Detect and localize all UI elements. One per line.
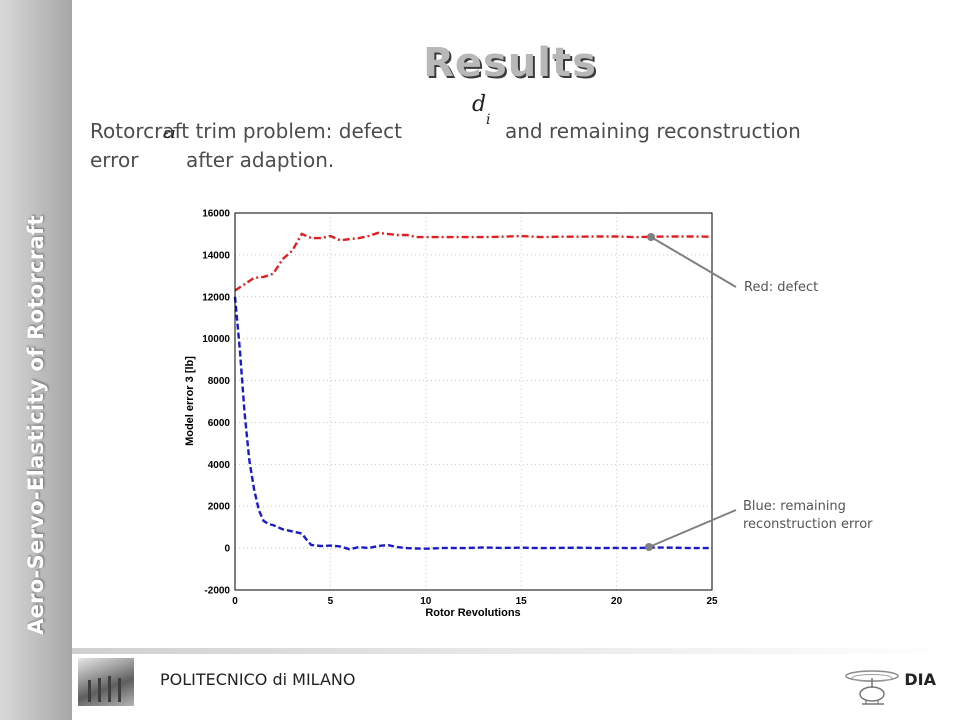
subtitle-text-2-head: error [90,148,139,172]
x-tick-label: 15 [516,596,528,607]
annotation-leader-red [650,236,737,288]
subtitle-text-2-tail: after adaption. [186,148,335,172]
subtitle-line-1: Rotorcraft trim problem: defect [90,119,402,143]
y-tick-label: 6000 [208,418,231,429]
footer-department: DIA [904,670,936,689]
series-line-defect [234,231,713,292]
x-tick-label: 25 [706,596,718,607]
y-tick-label: -2000 [204,586,230,597]
y-tick-label: 8000 [208,376,231,387]
subtitle-text-1: Rotorcraft trim problem: defect [90,119,402,143]
x-tick-label: 5 [328,596,334,607]
series-line-reconstruction-error [233,296,712,551]
y-tick-label: 4000 [208,460,231,471]
defect-symbol: d [472,92,486,117]
subtitle-text-1-tail: and remaining reconstruction [505,119,801,143]
annotation-dot-red [647,233,655,241]
footer-institution: POLITECNICO di MILANO [160,670,356,689]
footer-divider [72,648,960,654]
x-tick-label: 10 [420,596,432,607]
x-axis-label: Rotor Revolutions [425,607,520,619]
y-axis-label: Model error 3 [lb] [184,356,196,446]
annotation-defect: Red: defect [744,280,819,295]
plot-background [235,213,712,590]
defect-symbol-base: d [472,92,487,117]
sidebar-band: Aero-Servo-Elasticity of Rotorcraft [0,0,72,720]
grid [235,213,712,590]
building-photo [78,658,134,706]
y-tick-label: 14000 [202,250,230,261]
annotation-dot-blue [645,543,653,551]
subtitle-line-2: error [90,148,138,172]
series-group [233,231,713,551]
x-tick-label: 20 [611,596,623,607]
y-tick-label: 12000 [202,292,230,303]
error-symbol: εi [163,124,176,142]
plot-frame [234,212,713,591]
annotation-leader-blue [648,509,737,548]
annotation-error-line2: reconstruction error [743,517,873,532]
y-tick-label: 2000 [208,502,231,513]
defect-symbol-subscript: i [486,112,491,128]
y-tick-label: 0 [224,544,230,555]
x-tick-label: 0 [232,596,238,607]
y-tick-label: 10000 [202,334,230,345]
page-title: Results [423,40,597,86]
annotation-error-line1: Blue: remaining [743,499,846,514]
tick-labels: 0 5 10 15 20 25-20000200040006000800010000120… [202,209,718,608]
helicopter-logo-icon [845,670,899,705]
y-tick-label: 16000 [202,209,230,220]
footer: POLITECNICO di MILANO DIA [72,648,960,720]
